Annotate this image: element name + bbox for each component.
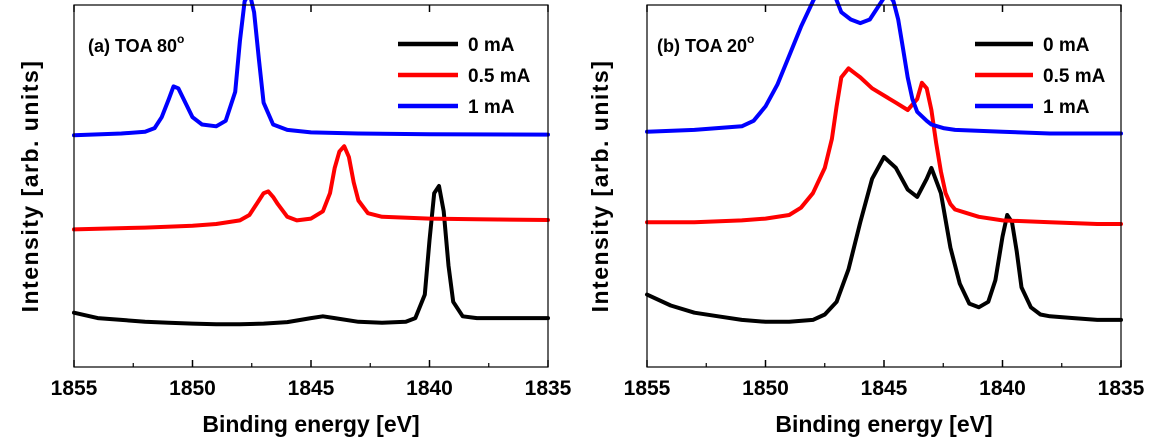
- series-line-0-5-ma: [72, 144, 550, 232]
- panel-label-superscript: o: [747, 32, 754, 46]
- x-tick-label: 1840: [406, 377, 453, 400]
- legend-label: 0 mA: [1043, 35, 1090, 56]
- x-tick-label: 1850: [169, 377, 216, 400]
- chart-panel-b: 1855 1850 1845 1840 1835 Binding energy [eV] I…: [587, 0, 1145, 437]
- panel-label: (a) TOA 80o: [88, 32, 184, 56]
- series-line-0-ma: [645, 155, 1123, 324]
- series-line-0-5-ma: [645, 66, 1123, 226]
- panel-label-superscript: o: [177, 32, 184, 46]
- series-group: [72, 0, 550, 327]
- x-axis-label: Binding energy [eV]: [202, 411, 419, 437]
- legend: 0 mA 0.5 mA 1 mA: [975, 35, 1106, 118]
- plot-frame: [73, 4, 549, 368]
- series-line-1-ma: [645, 0, 1123, 136]
- legend-label: 0 mA: [468, 35, 515, 56]
- series-group: [645, 0, 1123, 324]
- legend-label: 0.5 mA: [468, 66, 531, 87]
- x-tick-label: 1845: [861, 377, 908, 400]
- legend-label: 1 mA: [1043, 97, 1090, 118]
- series-line-0-ma: [72, 184, 550, 327]
- y-axis-label: Intensity [arb. units]: [587, 60, 613, 313]
- x-axis-label: Binding energy [eV]: [775, 411, 992, 437]
- x-tick-label: 1855: [51, 377, 98, 400]
- x-tick-label: 1855: [624, 377, 671, 400]
- x-tick-label: 1840: [979, 377, 1026, 400]
- legend-label: 0.5 mA: [1043, 66, 1106, 87]
- chart-panel-a: 1855 1850 1845 1840 1835 Binding energy [eV] I…: [17, 0, 572, 437]
- panel-label: (b) TOA 20o: [657, 32, 754, 56]
- legend: 0 mA 0.5 mA 1 mA: [398, 35, 531, 118]
- legend-label: 1 mA: [468, 97, 515, 118]
- plot-frame: [646, 4, 1122, 368]
- x-tick-label: 1835: [1098, 377, 1145, 400]
- x-tick-label: 1845: [288, 377, 335, 400]
- x-tick-label: 1835: [525, 377, 572, 400]
- x-tick-label: 1850: [742, 377, 789, 400]
- series-line-1-ma: [72, 0, 550, 138]
- y-axis-label: Intensity [arb. units]: [17, 60, 43, 313]
